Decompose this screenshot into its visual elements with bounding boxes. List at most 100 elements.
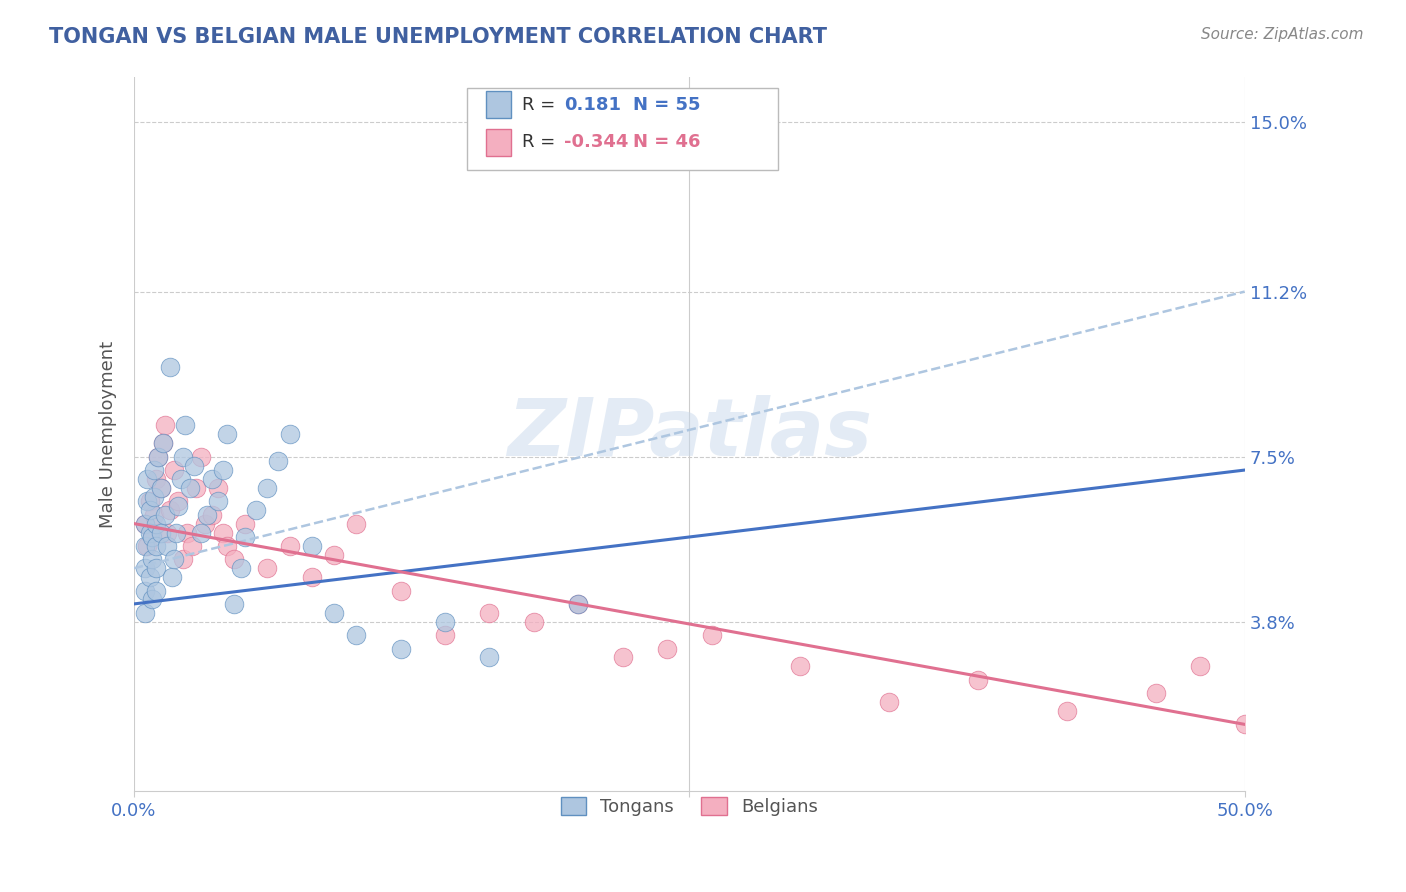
Point <box>141 552 163 566</box>
Point <box>148 450 170 464</box>
Y-axis label: Male Unemployment: Male Unemployment <box>100 341 117 528</box>
Point <box>174 418 197 433</box>
Point <box>156 525 179 540</box>
Point <box>1144 686 1167 700</box>
Point <box>183 458 205 473</box>
Point <box>186 481 208 495</box>
Point <box>156 539 179 553</box>
Point <box>434 628 457 642</box>
Point <box>172 450 194 464</box>
Point <box>217 539 239 553</box>
Point <box>278 427 301 442</box>
Point <box>267 454 290 468</box>
Point <box>195 508 218 522</box>
Point <box>136 494 159 508</box>
Point <box>233 516 256 531</box>
Point <box>179 481 201 495</box>
Point <box>165 525 187 540</box>
Point <box>233 530 256 544</box>
Point <box>278 539 301 553</box>
Point <box>700 628 723 642</box>
Point <box>170 472 193 486</box>
Point <box>145 516 167 531</box>
Point <box>152 436 174 450</box>
Point <box>478 650 501 665</box>
Point <box>207 481 229 495</box>
Point <box>134 539 156 553</box>
Point <box>145 539 167 553</box>
Point <box>153 508 176 522</box>
Point <box>143 490 166 504</box>
Point <box>180 539 202 553</box>
Point <box>138 525 160 540</box>
Point <box>143 508 166 522</box>
Point <box>176 525 198 540</box>
Point <box>145 583 167 598</box>
Point <box>229 561 252 575</box>
FancyBboxPatch shape <box>486 128 510 156</box>
Text: ZIPatlas: ZIPatlas <box>506 395 872 474</box>
Point <box>141 525 163 540</box>
FancyBboxPatch shape <box>486 91 510 119</box>
Point <box>567 597 589 611</box>
Text: N = 46: N = 46 <box>633 134 700 152</box>
Point <box>389 583 412 598</box>
Point <box>877 695 900 709</box>
Point <box>434 615 457 629</box>
Point <box>301 539 323 553</box>
Text: R =: R = <box>522 134 555 152</box>
Point <box>138 494 160 508</box>
Point <box>201 472 224 486</box>
Point <box>323 606 346 620</box>
Point <box>967 673 990 687</box>
Point <box>344 628 367 642</box>
Point <box>344 516 367 531</box>
Point <box>207 494 229 508</box>
Point <box>323 548 346 562</box>
Point <box>145 561 167 575</box>
Point <box>201 508 224 522</box>
Point <box>1233 717 1256 731</box>
Point <box>1189 659 1212 673</box>
Text: R =: R = <box>522 96 555 114</box>
Point <box>567 597 589 611</box>
Point <box>152 436 174 450</box>
Point <box>256 481 278 495</box>
Point <box>134 516 156 531</box>
Point <box>167 499 190 513</box>
Point <box>153 418 176 433</box>
Point <box>141 530 163 544</box>
Point <box>160 570 183 584</box>
Text: Source: ZipAtlas.com: Source: ZipAtlas.com <box>1201 27 1364 42</box>
Point <box>143 463 166 477</box>
Point <box>212 463 235 477</box>
FancyBboxPatch shape <box>467 88 778 170</box>
Point <box>134 516 156 531</box>
Point <box>478 606 501 620</box>
Point <box>389 641 412 656</box>
Point <box>159 503 181 517</box>
Point <box>190 450 212 464</box>
Point <box>149 525 172 540</box>
Point <box>655 641 678 656</box>
Point <box>134 583 156 598</box>
Point <box>134 606 156 620</box>
Point <box>217 427 239 442</box>
Point <box>145 472 167 486</box>
Point <box>212 525 235 540</box>
Point <box>301 570 323 584</box>
Text: N = 55: N = 55 <box>633 96 700 114</box>
Point <box>134 561 156 575</box>
Point <box>222 597 245 611</box>
Point <box>163 463 186 477</box>
Point <box>256 561 278 575</box>
Point <box>163 552 186 566</box>
Point <box>194 516 217 531</box>
Point <box>138 503 160 517</box>
Point <box>1056 704 1078 718</box>
Point <box>136 539 159 553</box>
Point <box>222 552 245 566</box>
Point <box>245 503 267 517</box>
Point <box>523 615 546 629</box>
Point <box>789 659 811 673</box>
